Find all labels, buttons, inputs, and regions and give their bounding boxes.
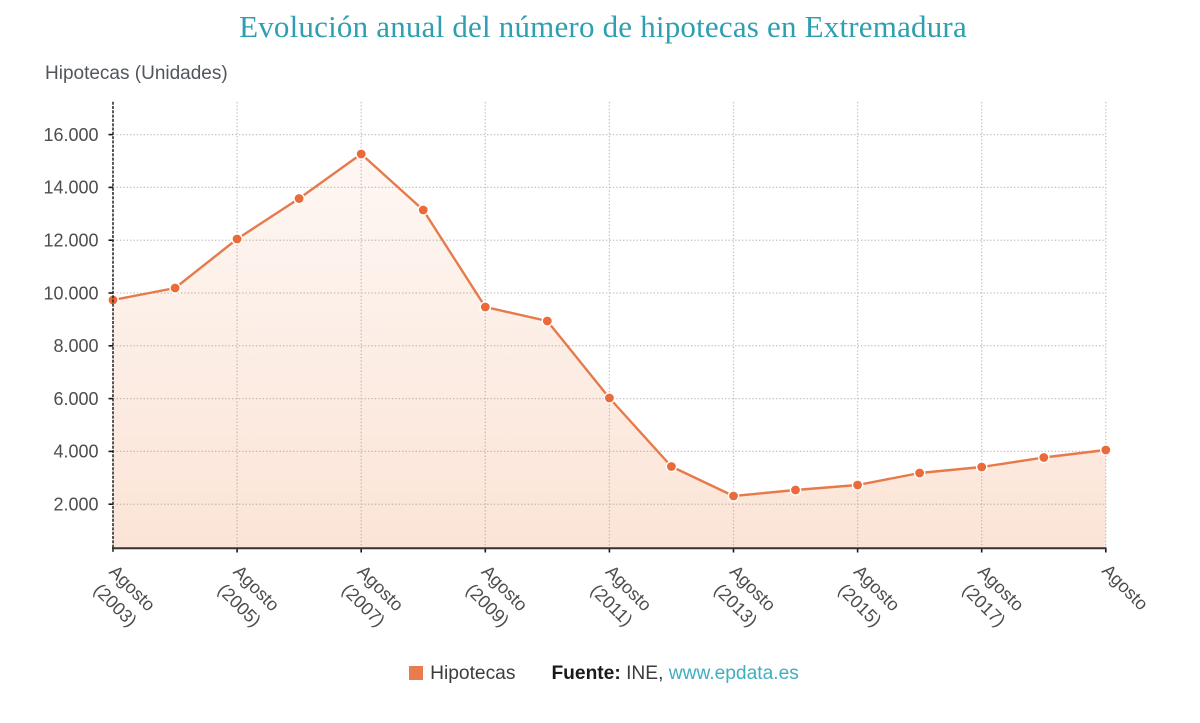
svg-text:2.000: 2.000 [53,495,98,515]
svg-text:16.000: 16.000 [43,125,98,145]
svg-text:4.000: 4.000 [53,442,98,462]
svg-text:6.000: 6.000 [53,389,98,409]
svg-text:14.000: 14.000 [43,178,98,198]
svg-text:Agosto: Agosto [1098,560,1152,614]
svg-text:10.000: 10.000 [43,283,98,303]
svg-text:12.000: 12.000 [43,231,98,251]
svg-text:8.000: 8.000 [53,336,98,356]
